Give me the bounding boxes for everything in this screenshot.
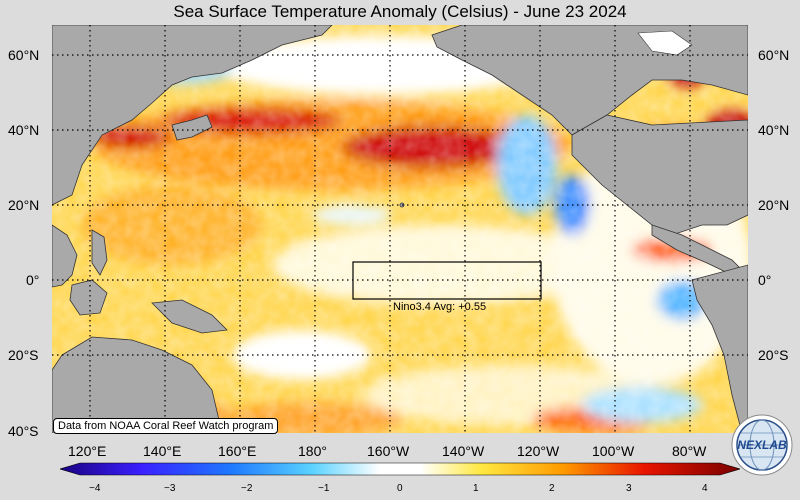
colorbar-tick-neg2: −2 [241, 483, 253, 494]
south-america-landmass [691, 264, 748, 433]
lat-label-left-40s: 40°S [8, 423, 39, 439]
lon-label-160e: 160°E [218, 443, 257, 459]
colorbar-tick-neg4: −4 [89, 483, 101, 494]
lon-label-120e: 120°E [68, 443, 107, 459]
australia-landmass [52, 336, 223, 433]
sst-map [52, 25, 748, 433]
indochina-landmass [52, 224, 78, 288]
lat-label-left-40n: 40°N [8, 122, 40, 138]
lon-label-140w: 140°W [442, 443, 485, 459]
data-credit: Data from NOAA Coral Reef Watch program [53, 418, 279, 434]
japan-landmass [171, 114, 213, 141]
lat-label-right-20s: 20°S [758, 347, 789, 363]
lat-label-left-0: 0° [26, 272, 40, 288]
asia-landmass [52, 25, 333, 206]
colorbar-tick-3: 3 [626, 483, 632, 494]
logo-text: NEXLAB [737, 438, 787, 452]
colorbar-tick-neg1: −1 [318, 483, 330, 494]
nino34-box [352, 261, 542, 300]
colorbar-tick-2: 2 [549, 483, 555, 494]
lon-label-80w: 80°W [672, 443, 707, 459]
graticule [52, 25, 748, 433]
globe-icon: NEXLAB [731, 414, 793, 476]
lat-label-left-60n: 60°N [8, 47, 40, 63]
sst-map-svg [52, 25, 748, 433]
nino34-label: Nino3.4 Avg: +0.55 [393, 301, 487, 313]
lon-label-120w: 120°W [517, 443, 560, 459]
lon-label-100w: 100°W [592, 443, 635, 459]
colorbar [58, 462, 742, 476]
map-title: Sea Surface Temperature Anomaly (Celsius… [173, 2, 627, 21]
lat-label-right-60n: 60°N [758, 47, 790, 63]
ice-areas [637, 30, 693, 56]
lon-label-160w: 160°W [367, 443, 410, 459]
lat-label-left-20n: 20°N [8, 197, 40, 213]
colorbar-svg [58, 462, 742, 476]
nexlab-logo: NEXLAB [731, 414, 793, 476]
lat-label-right-0: 0° [758, 272, 772, 288]
lon-label-140e: 140°E [143, 443, 182, 459]
lat-label-left-20s: 20°S [8, 347, 39, 363]
lat-label-right-20n: 20°N [758, 197, 790, 213]
colorbar-tick-neg3: −3 [164, 483, 176, 494]
lat-label-right-40n: 40°N [758, 122, 790, 138]
lon-label-180: 180° [298, 443, 327, 459]
colorbar-tick-1: 1 [473, 483, 479, 494]
philippines-landmass [91, 229, 108, 276]
colorbar-tick-0: 0 [397, 483, 403, 494]
new-guinea-landmass [151, 299, 228, 334]
colorbar-tick-4: 4 [702, 483, 708, 494]
